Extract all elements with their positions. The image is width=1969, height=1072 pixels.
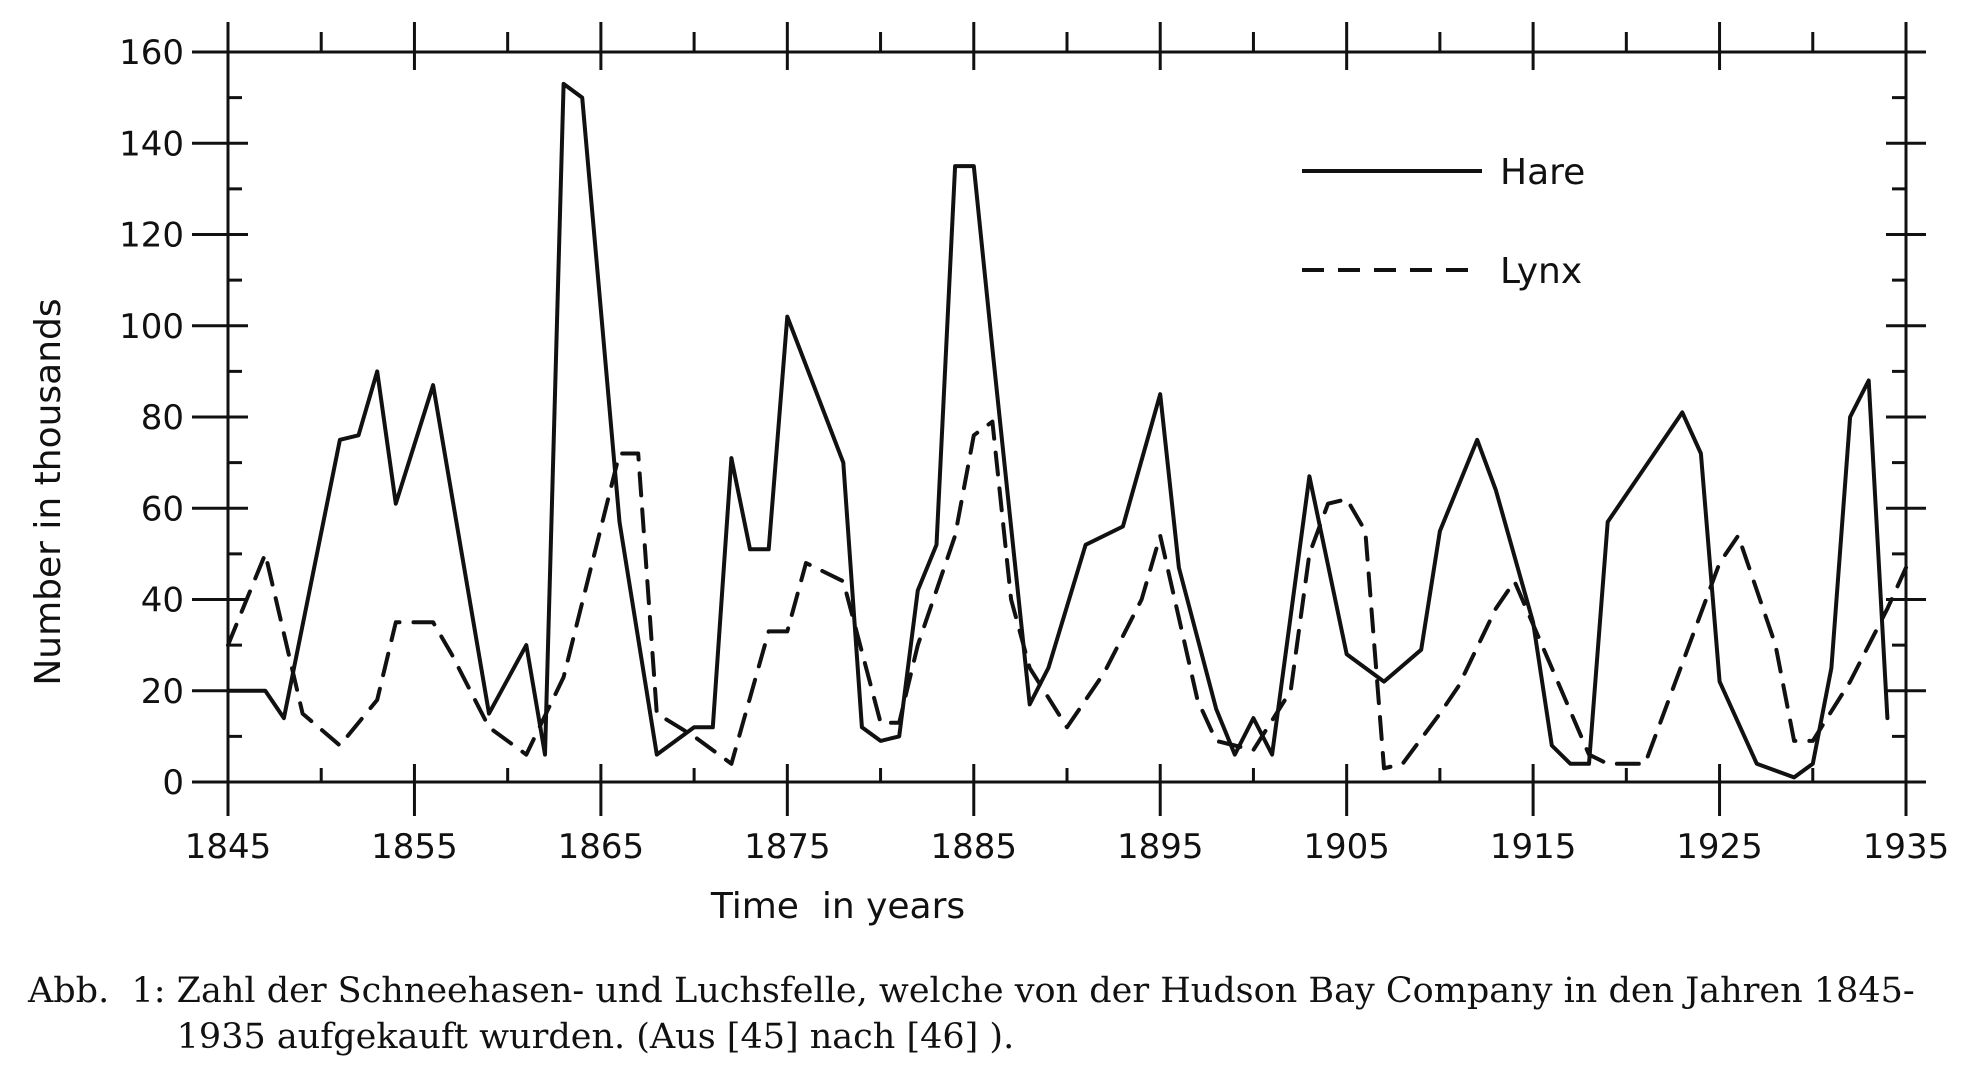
- y-tick-label: 0: [162, 763, 184, 803]
- series-line-hare: [226, 81, 1890, 780]
- y-tick-label: 160: [119, 33, 184, 73]
- x-tick-label: 1845: [185, 827, 272, 867]
- x-tick-label: 1895: [1117, 827, 1204, 867]
- y-axis-label: Number in thousands: [28, 298, 69, 685]
- series-line-lynx: [226, 419, 1908, 771]
- y-tick-label: 40: [141, 581, 184, 621]
- x-tick-label: 1885: [931, 827, 1018, 867]
- series-layer: [226, 81, 1908, 780]
- y-tick-label: 140: [119, 124, 184, 164]
- x-tick-label: 1915: [1490, 827, 1577, 867]
- plot-frame: [226, 50, 1908, 784]
- x-tick-label: 1865: [558, 827, 645, 867]
- caption-prefix: Abb. 1:: [28, 971, 177, 1011]
- legend: Hare Lynx: [1302, 152, 1585, 292]
- x-tick-label: 1925: [1676, 827, 1763, 867]
- figure-caption: Abb. 1: Zahl der Schneehasen- und Luchsf…: [28, 968, 1948, 1060]
- y-axis-ticks: 0 20 40 60 80 100 120 140 160: [119, 33, 1926, 803]
- x-tick-label: 1935: [1863, 827, 1950, 867]
- y-tick-label: 100: [119, 307, 184, 347]
- legend-label-hare: Hare: [1500, 152, 1585, 193]
- x-tick-label: 1875: [744, 827, 831, 867]
- x-tick-label: 1855: [371, 827, 458, 867]
- x-axis-label: Time in years: [710, 886, 965, 927]
- y-tick-label: 120: [119, 216, 184, 256]
- x-axis-ticks: 1845 1855 1865 1875 1885 1895 1905 1915 1925 1935: [185, 22, 1950, 867]
- y-tick-label: 60: [141, 489, 184, 529]
- caption-text: Zahl der Schneehasen- und Luchsfelle, we…: [176, 971, 1915, 1057]
- y-tick-label: 20: [141, 672, 184, 712]
- y-tick-label: 80: [141, 398, 184, 438]
- legend-label-lynx: Lynx: [1500, 251, 1582, 292]
- x-tick-label: 1905: [1303, 827, 1390, 867]
